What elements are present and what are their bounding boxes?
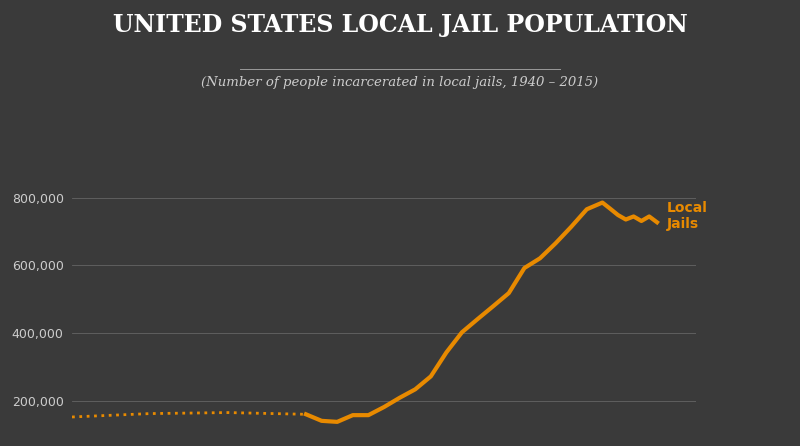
Text: Local
Jails: Local Jails xyxy=(666,201,707,231)
Text: (Number of people incarcerated in local jails, 1940 – 2015): (Number of people incarcerated in local … xyxy=(202,76,598,89)
Text: UNITED STATES LOCAL JAIL POPULATION: UNITED STATES LOCAL JAIL POPULATION xyxy=(113,13,687,37)
